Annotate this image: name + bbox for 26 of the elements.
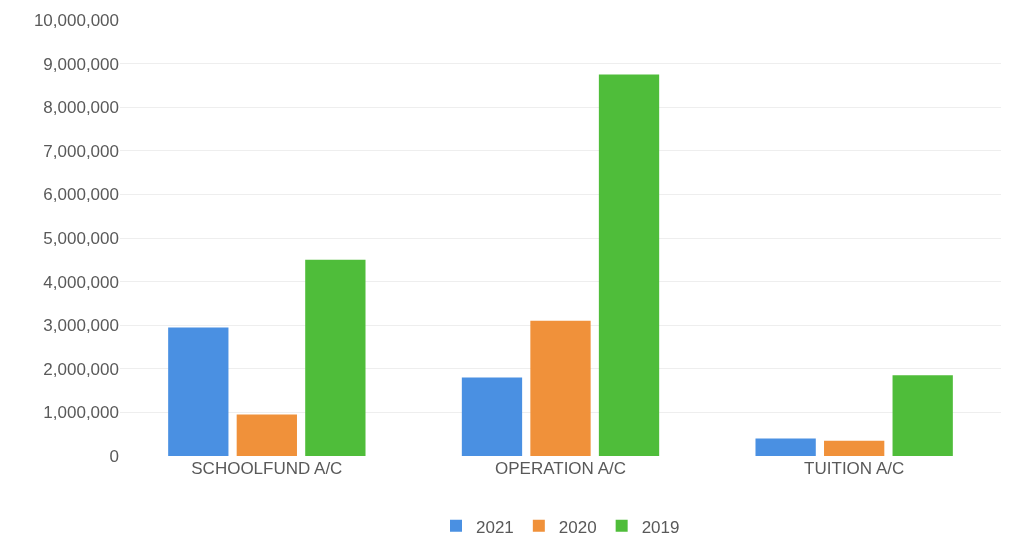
y-tick-label: 0	[109, 446, 119, 466]
y-tick-label: 1,000,000	[43, 403, 119, 423]
bar	[236, 414, 297, 456]
bar	[824, 440, 885, 456]
bar	[305, 259, 366, 456]
y-tick-label: 10,000,000	[33, 10, 119, 30]
y-tick-label: 7,000,000	[43, 141, 119, 161]
x-tick-label: TUITION A/C	[804, 459, 905, 478]
bar	[598, 74, 660, 456]
y-tick-label: 3,000,000	[43, 316, 119, 336]
y-tick-label: 9,000,000	[43, 54, 119, 74]
legend-label: 2021	[476, 517, 514, 537]
y-tick-label: 4,000,000	[43, 272, 119, 292]
legend-label: 2020	[558, 517, 597, 537]
bar	[892, 375, 953, 456]
bar	[461, 377, 523, 456]
bar	[168, 327, 229, 456]
bar	[530, 320, 591, 456]
x-tick-label: SCHOOLFUND A/C	[191, 459, 343, 478]
legend-label: 2019	[641, 517, 680, 537]
y-tick-label: 2,000,000	[43, 359, 119, 379]
y-tick-label: 8,000,000	[43, 98, 119, 118]
y-tick-label: 6,000,000	[43, 185, 119, 205]
bar	[755, 438, 816, 456]
y-tick-label: 5,000,000	[43, 228, 119, 248]
x-tick-label: OPERATION A/C	[495, 459, 626, 478]
